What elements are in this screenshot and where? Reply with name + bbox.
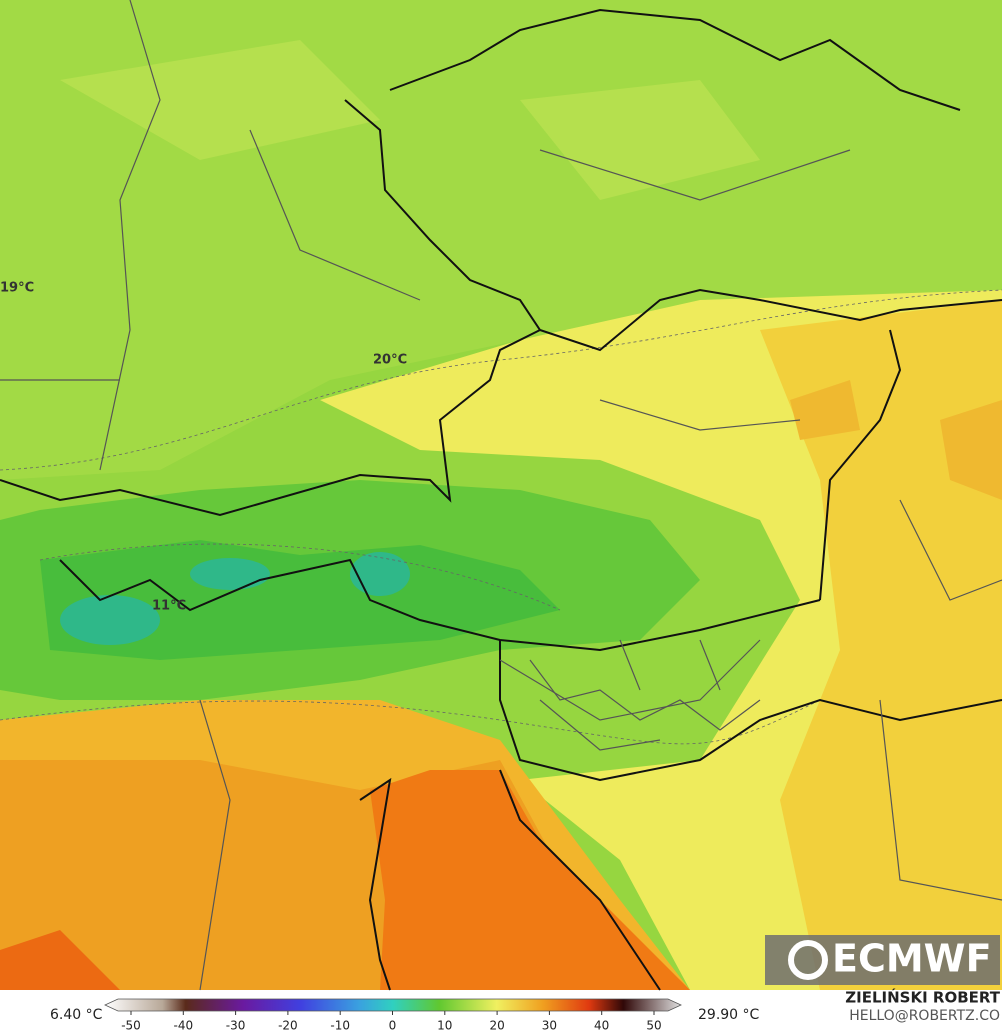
colorbar-tick-label: -20 (278, 1019, 298, 1033)
logo-icon (788, 940, 828, 980)
colorbar-tick-label: -10 (330, 1019, 350, 1033)
credit-author: ZIELIŃSKI ROBERT (845, 988, 1000, 1007)
colorbar-tick-label: 30 (542, 1019, 557, 1033)
map (0, 0, 1002, 991)
colorbar (104, 998, 682, 1012)
colorbar-min-label: 6.40 °C (50, 1007, 103, 1023)
colorbar-tick-label: 0 (389, 1019, 397, 1033)
colorbar-max-label: 29.90 °C (698, 1007, 760, 1023)
colorbar-tick-label: -40 (173, 1019, 193, 1033)
logo: ECMWF (832, 937, 992, 981)
colorbar-tick-label: -30 (226, 1019, 246, 1033)
colorbar-tick-label: 40 (594, 1019, 609, 1033)
colorbar-tick-label: -50 (121, 1019, 141, 1033)
colorbar-tick-label: 20 (489, 1019, 504, 1033)
map-label: 11°C (152, 599, 186, 614)
credit-email: HELLO@ROBERTZ.CO (849, 1008, 1000, 1024)
map-label: 20°C (373, 353, 407, 368)
colorbar-tick-label: 50 (646, 1019, 661, 1033)
map-label: 19°C (0, 281, 34, 296)
colorbar-tick-label: 10 (437, 1019, 452, 1033)
